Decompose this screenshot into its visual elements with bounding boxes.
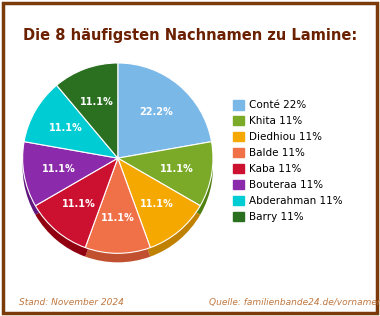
Wedge shape bbox=[118, 72, 212, 167]
Text: 11.1%: 11.1% bbox=[42, 164, 76, 173]
Wedge shape bbox=[35, 158, 118, 248]
Wedge shape bbox=[23, 151, 118, 215]
Text: Stand: November 2024: Stand: November 2024 bbox=[19, 298, 124, 307]
Text: 22.2%: 22.2% bbox=[139, 107, 173, 117]
Text: 11.1%: 11.1% bbox=[139, 199, 173, 209]
Wedge shape bbox=[57, 63, 118, 158]
Wedge shape bbox=[118, 63, 212, 158]
Wedge shape bbox=[24, 94, 118, 167]
Wedge shape bbox=[35, 167, 118, 257]
Wedge shape bbox=[85, 158, 150, 253]
Text: 11.1%: 11.1% bbox=[49, 123, 82, 133]
Wedge shape bbox=[118, 142, 213, 206]
Text: 11.1%: 11.1% bbox=[160, 164, 194, 173]
Text: 11.1%: 11.1% bbox=[80, 97, 114, 107]
Wedge shape bbox=[118, 151, 213, 215]
Text: 11.1%: 11.1% bbox=[101, 213, 135, 223]
Wedge shape bbox=[57, 72, 118, 167]
Wedge shape bbox=[85, 167, 150, 262]
Wedge shape bbox=[23, 142, 118, 206]
Wedge shape bbox=[118, 167, 200, 257]
Wedge shape bbox=[118, 158, 200, 248]
Wedge shape bbox=[24, 85, 118, 158]
Text: Quelle: familienbande24.de/vornamen/: Quelle: familienbande24.de/vornamen/ bbox=[209, 298, 380, 307]
Text: 11.1%: 11.1% bbox=[62, 199, 96, 209]
Text: Die 8 häufigsten Nachnamen zu Lamine:: Die 8 häufigsten Nachnamen zu Lamine: bbox=[23, 28, 357, 43]
Legend: Conté 22%, Khita 11%, Diedhiou 11%, Balde 11%, Kaba 11%, Bouteraa 11%, Abderahma: Conté 22%, Khita 11%, Diedhiou 11%, Bald… bbox=[233, 100, 342, 222]
